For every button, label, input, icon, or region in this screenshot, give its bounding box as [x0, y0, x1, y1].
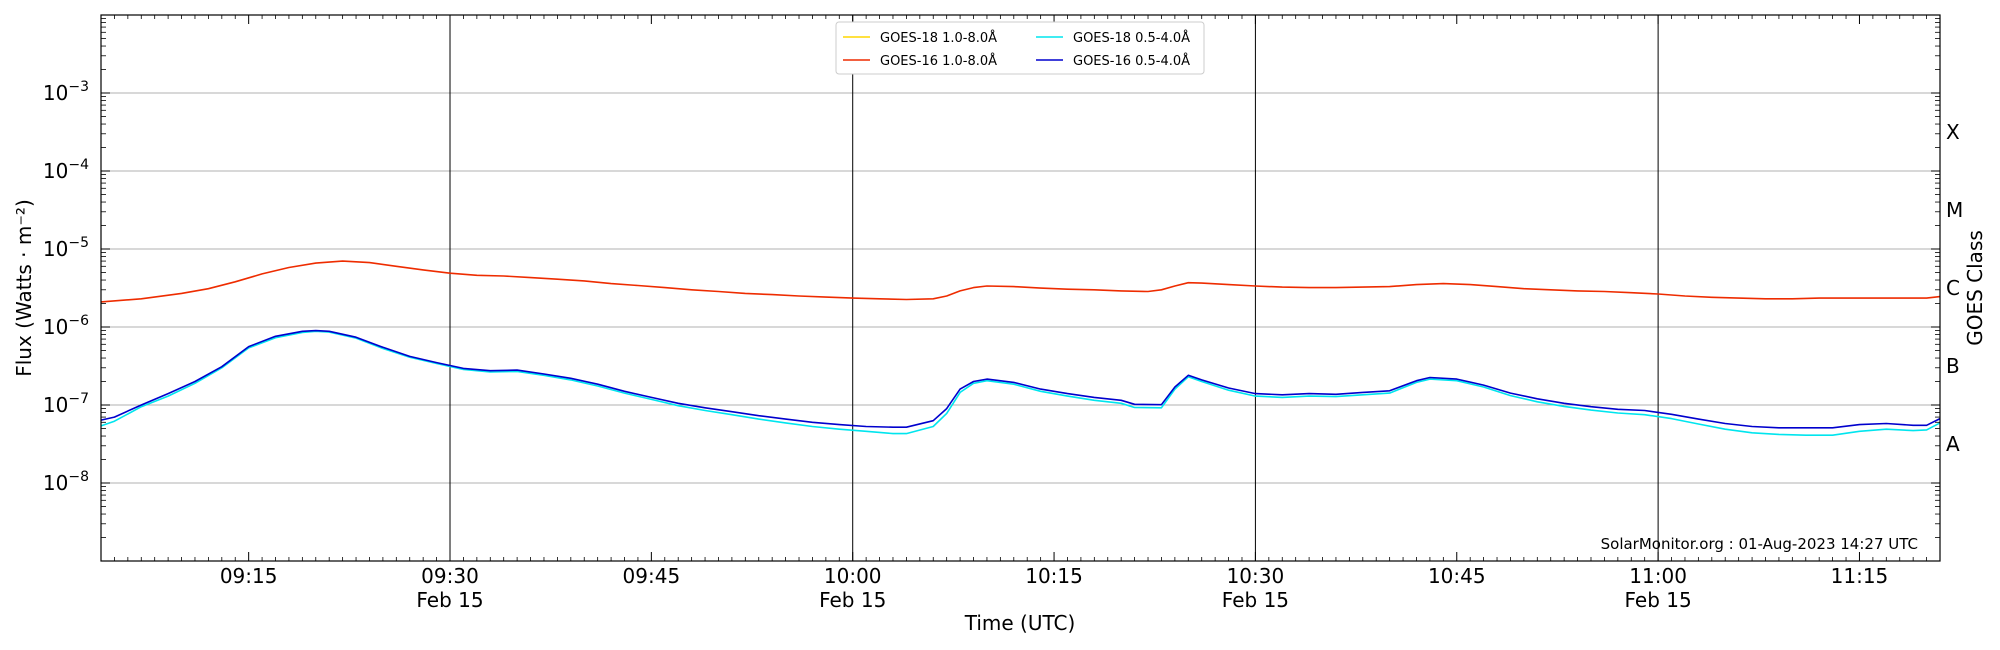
- x-tick-date-label: Feb 15: [819, 588, 886, 612]
- credit-text: SolarMonitor.org : 01-Aug-2023 14:27 UTC: [1601, 535, 1918, 553]
- x-tick-label: 11:15: [1831, 564, 1889, 588]
- x-tick-date-label: Feb 15: [1222, 588, 1289, 612]
- series-line: [100, 330, 1941, 437]
- y-tick-label: 10−6: [43, 313, 89, 339]
- y-tick-label: 10−3: [43, 79, 89, 105]
- legend-label-goes18-short: GOES-18 0.5-4.0Å: [1073, 30, 1190, 46]
- x-tick-date-label: Feb 15: [416, 588, 483, 612]
- x-tick-label: 11:00: [1629, 564, 1687, 588]
- goes-class-label: B: [1946, 354, 1960, 378]
- goes-class-labels: X M C B A: [1946, 120, 1963, 456]
- y-tick-label: 10−5: [43, 235, 89, 261]
- series-line: [100, 329, 1941, 429]
- x-tick-label: 10:00: [824, 564, 882, 588]
- legend-entry-goes16-short: GOES-16 0.5-4.0Å: [1036, 53, 1190, 69]
- x-tick-label: 09:45: [623, 564, 681, 588]
- x-tick-label: 09:30: [421, 564, 479, 588]
- date-vertical-lines: [449, 15, 1659, 561]
- y-tick-label: 10−7: [43, 391, 89, 417]
- y-tick-label: 10−4: [43, 157, 89, 183]
- goes-class-label: M: [1946, 198, 1963, 222]
- plot-area: [101, 15, 1940, 561]
- legend-label-goes18-long: GOES-18 1.0-8.0Å: [880, 30, 997, 46]
- data-series: [100, 260, 1941, 437]
- plot-frame: [100, 14, 1941, 562]
- series-line: [100, 260, 1941, 303]
- legend-box: [835, 21, 1205, 75]
- x-tick-label: 09:15: [220, 564, 278, 588]
- y-axis-ticks: 10−3 10−4 10−5 10−6 10−7 10−8: [43, 18, 1940, 538]
- x-tick-date-label: Feb 15: [1625, 588, 1692, 612]
- legend-entry-goes18-short: GOES-18 0.5-4.0Å: [1036, 30, 1190, 46]
- legend-label-goes16-short: GOES-16 0.5-4.0Å: [1073, 53, 1190, 69]
- horizontal-gridlines: [101, 92, 1940, 484]
- goes-class-label: X: [1946, 120, 1960, 144]
- legend-entry-goes16-long: GOES-16 1.0-8.0Å: [843, 53, 997, 69]
- legend-entry-goes18-long: GOES-18 1.0-8.0Å: [843, 30, 997, 46]
- y-tick-label: 10−8: [43, 469, 89, 495]
- x-tick-label: 10:30: [1227, 564, 1285, 588]
- goes-class-label: C: [1946, 276, 1960, 300]
- y-axis-title: Flux (Watts · m⁻²): [12, 199, 36, 377]
- x-tick-label: 10:45: [1428, 564, 1486, 588]
- right-axis-title: GOES Class: [1963, 230, 1987, 346]
- goes-class-label: A: [1946, 432, 1960, 456]
- x-tick-label: 10:15: [1025, 564, 1083, 588]
- legend-label-goes16-long: GOES-16 1.0-8.0Å: [880, 53, 997, 69]
- legend: GOES-18 1.0-8.0Å GOES-18 0.5-4.0Å GOES-1…: [835, 21, 1205, 75]
- x-axis-title: Time (UTC): [964, 611, 1076, 635]
